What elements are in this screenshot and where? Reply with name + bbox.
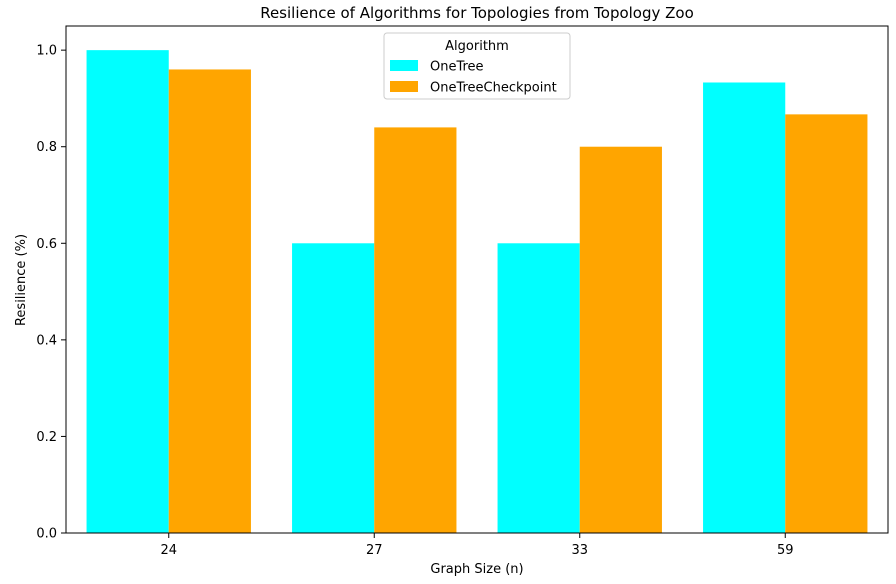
bar-onetree-24: [86, 50, 169, 534]
bar-onetreecheckpoint-27: [374, 127, 457, 534]
bar-onetreecheckpoint-33: [579, 146, 662, 533]
legend-swatch-onetree: [390, 60, 418, 71]
bar-onetree-59: [703, 82, 786, 533]
legend-box: [383, 32, 571, 100]
y-tick-label: 1.0: [36, 44, 57, 59]
bar-onetree-27: [292, 243, 375, 534]
legend: Algorithm OneTree OneTreeCheckpoint: [383, 32, 571, 100]
y-axis: 0.0 0.2 0.4 0.6 0.8 1.0: [36, 44, 66, 542]
legend-items: OneTree OneTreeCheckpoint: [390, 60, 557, 96]
y-tick-label: 0.8: [36, 140, 57, 155]
bars-group: [86, 50, 868, 534]
x-axis-label: Graph Size (n): [430, 562, 523, 577]
chart-title: Resilience of Algorithms for Topologies …: [260, 4, 694, 22]
plot-frame: [65, 25, 889, 534]
bar-onetreecheckpoint-59: [785, 114, 868, 533]
y-tick-label: 0.6: [36, 237, 57, 252]
legend-label-onetree: OneTree: [430, 60, 484, 75]
y-tick-label: 0.4: [36, 333, 57, 348]
x-axis: 24 27 33 59: [160, 533, 794, 558]
y-axis-label: Resilience (%): [14, 234, 29, 326]
bar-onetree-33: [497, 243, 580, 534]
legend-title: Algorithm: [445, 39, 509, 54]
legend-swatch-onetreecheckpoint: [390, 81, 418, 92]
x-tick-label: 24: [160, 543, 177, 558]
x-tick-label: 27: [366, 543, 383, 558]
y-tick-label: 0.0: [36, 527, 57, 542]
x-tick-label: 59: [777, 543, 794, 558]
legend-label-onetreecheckpoint: OneTreeCheckpoint: [430, 81, 557, 96]
bar-onetreecheckpoint-24: [168, 69, 251, 533]
x-tick-label: 33: [571, 543, 588, 558]
y-tick-label: 0.2: [36, 430, 57, 445]
